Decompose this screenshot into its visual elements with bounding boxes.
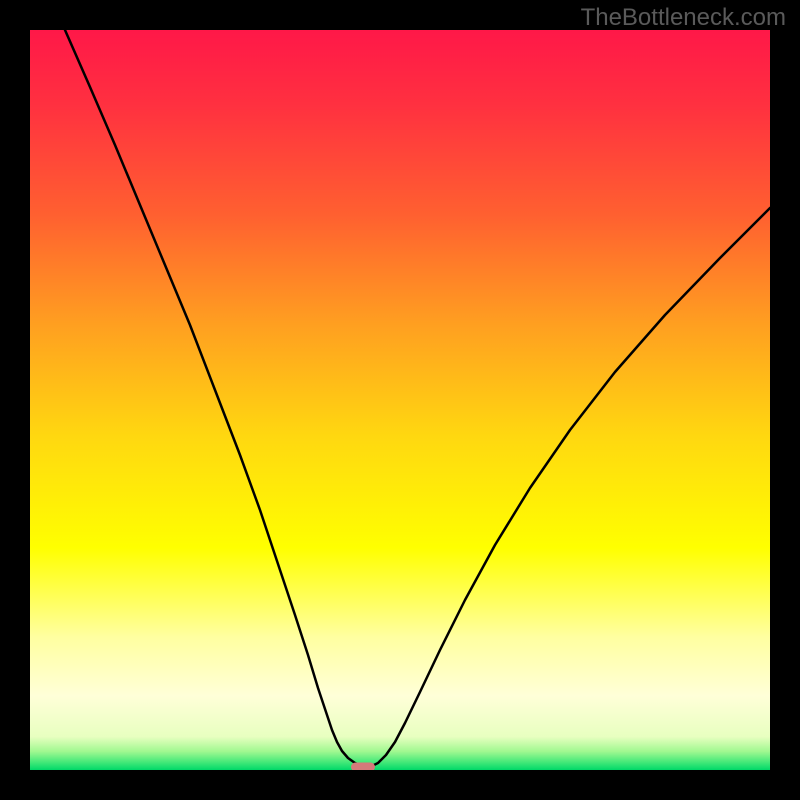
minimum-marker — [351, 763, 375, 771]
plot-area — [30, 30, 770, 770]
chart-svg — [30, 30, 770, 770]
watermark-text: TheBottleneck.com — [581, 4, 786, 32]
chart-container: { "watermark": { "text": "TheBottleneck.… — [0, 0, 800, 800]
gradient-background — [30, 30, 770, 770]
